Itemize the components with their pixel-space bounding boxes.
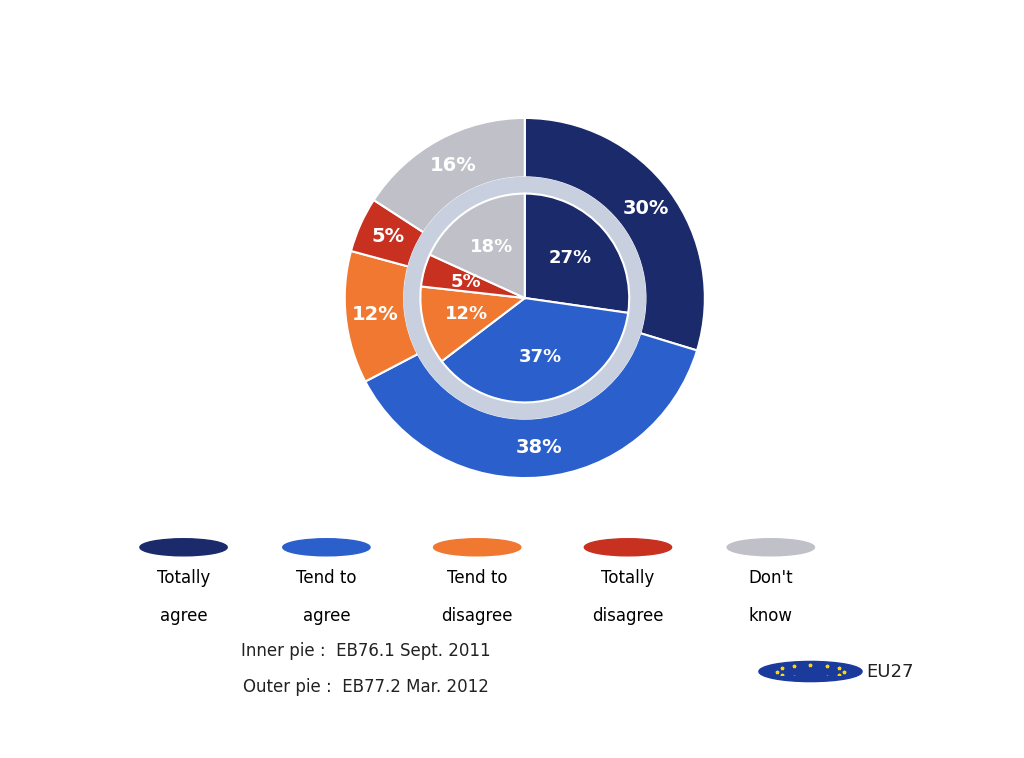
Text: 16%: 16%: [430, 156, 476, 175]
Text: Tend to: Tend to: [296, 569, 356, 587]
Wedge shape: [441, 298, 628, 402]
Wedge shape: [351, 200, 424, 267]
Circle shape: [140, 539, 227, 556]
Wedge shape: [421, 255, 525, 298]
Text: 5%: 5%: [371, 227, 404, 246]
Text: EU27: EU27: [866, 662, 913, 681]
Circle shape: [585, 539, 672, 556]
Text: 12%: 12%: [444, 305, 488, 323]
Text: Don't: Don't: [749, 569, 794, 587]
Wedge shape: [345, 251, 418, 381]
Circle shape: [727, 539, 814, 556]
Text: Tend to: Tend to: [446, 569, 508, 587]
Text: Totally: Totally: [157, 569, 210, 587]
Text: disagree: disagree: [441, 606, 513, 625]
Wedge shape: [430, 193, 525, 298]
Circle shape: [283, 539, 370, 556]
Text: disagree: disagree: [592, 606, 664, 625]
Text: Totally: Totally: [601, 569, 654, 587]
Circle shape: [759, 662, 862, 681]
Text: 30%: 30%: [623, 199, 669, 218]
Text: know: know: [749, 606, 793, 625]
Text: 37%: 37%: [518, 348, 561, 365]
Text: 38%: 38%: [515, 438, 562, 457]
Text: 18%: 18%: [470, 238, 514, 256]
Text: Inner pie :  EB76.1 Sept. 2011: Inner pie : EB76.1 Sept. 2011: [242, 642, 490, 660]
Text: 5%: 5%: [452, 273, 481, 291]
Text: agree: agree: [160, 606, 208, 625]
Wedge shape: [525, 193, 629, 313]
Wedge shape: [525, 118, 705, 350]
Text: 27%: 27%: [549, 249, 592, 268]
Text: Outer pie :  EB77.2 Mar. 2012: Outer pie : EB77.2 Mar. 2012: [243, 678, 489, 696]
Text: agree: agree: [302, 606, 350, 625]
Circle shape: [433, 539, 521, 556]
Wedge shape: [366, 334, 697, 478]
Wedge shape: [421, 287, 525, 362]
Circle shape: [404, 177, 645, 418]
Text: 12%: 12%: [352, 305, 398, 324]
Wedge shape: [374, 118, 525, 233]
